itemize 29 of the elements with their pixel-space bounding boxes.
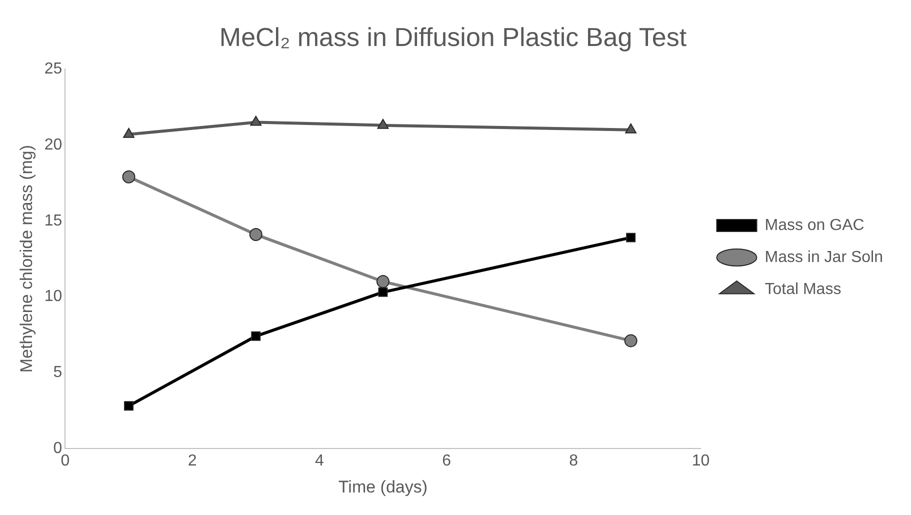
point [122, 170, 136, 184]
point [123, 128, 134, 138]
point [624, 334, 638, 348]
y-tick-label: 5 [53, 364, 62, 381]
y-tick-label: 25 [44, 60, 62, 78]
chart-title: MeCl₂ mass in Diffusion Plastic Bag Test [219, 22, 688, 52]
x-tick-label: 4 [314, 452, 324, 470]
legend-label: Mass on GAC [764, 216, 864, 234]
x-axis-title: Time (days) [338, 477, 428, 496]
x-tick-label: 8 [569, 452, 578, 470]
legend-label: Mass in Jar Soln [764, 248, 883, 266]
point [625, 123, 637, 134]
y-tick-label: 0 [53, 440, 62, 457]
point [249, 228, 262, 242]
legend-label: Total Mass [764, 280, 842, 298]
y-axis-title: Methylene chloride mass (mg) [16, 144, 36, 373]
x-tick-label: 2 [188, 452, 197, 470]
y-tick-label: 20 [44, 136, 62, 154]
point [378, 287, 388, 297]
point [250, 116, 262, 126]
y-tick-label: 10 [44, 288, 62, 306]
point [251, 331, 261, 341]
y-tick-label: 15 [44, 212, 62, 230]
x-tick-label: 6 [442, 452, 452, 470]
point [124, 401, 134, 411]
point [377, 118, 389, 129]
point [376, 275, 390, 288]
x-tick-label: 10 [692, 452, 710, 470]
point [626, 232, 636, 242]
